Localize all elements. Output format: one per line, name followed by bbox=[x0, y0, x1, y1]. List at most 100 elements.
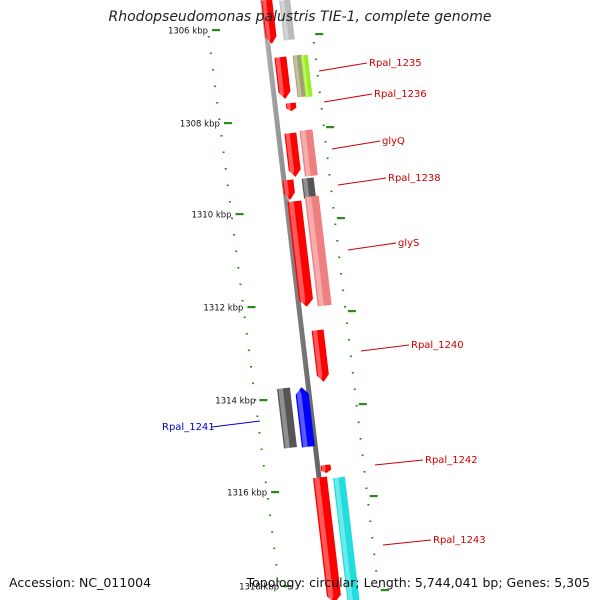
guide-dot bbox=[209, 52, 212, 55]
guide-dot bbox=[359, 438, 362, 440]
guide-dot bbox=[316, 75, 319, 77]
guide-dot bbox=[247, 349, 250, 352]
guide-dot bbox=[371, 537, 374, 539]
gene-label: Rpal_1238 bbox=[388, 173, 441, 184]
genome-summary-text: Topology: circular; Length: 5,744,041 bp… bbox=[246, 575, 590, 590]
guide-dot bbox=[277, 580, 280, 583]
tick-mark bbox=[326, 126, 335, 129]
gene-arrow bbox=[287, 200, 313, 308]
guide-dot bbox=[328, 174, 331, 176]
guide-dot bbox=[262, 465, 265, 467]
guide-dot bbox=[340, 273, 343, 275]
guide-dot bbox=[377, 586, 380, 589]
tick-mark bbox=[235, 213, 244, 216]
guide-dot bbox=[332, 207, 335, 209]
guide-dot bbox=[216, 102, 219, 104]
guide-dot bbox=[224, 168, 227, 170]
guide-dot bbox=[220, 135, 223, 137]
gene-arrow bbox=[333, 476, 360, 600]
accession-text: Accession: NC_011004 bbox=[9, 575, 152, 590]
label-leader-line bbox=[323, 93, 373, 103]
guide-dot bbox=[269, 514, 272, 517]
gene-arrow bbox=[300, 54, 313, 98]
gene-label: Rpal_1240 bbox=[411, 340, 464, 351]
tick-label: 1312 kbp bbox=[203, 304, 243, 314]
tick-mark bbox=[369, 495, 378, 498]
guide-dot bbox=[233, 234, 236, 236]
tick-mark bbox=[212, 29, 220, 32]
guide-dot bbox=[312, 42, 315, 44]
gene-labels: Rpal_1235 Rpal_1236 glyQ Rpal_1238 glyS Rpal_… bbox=[162, 58, 486, 546]
tick-mark bbox=[347, 310, 356, 313]
guide-dot bbox=[252, 382, 255, 385]
guide-dot bbox=[226, 184, 229, 187]
guide-dot bbox=[344, 306, 347, 308]
guide-dot bbox=[320, 108, 323, 110]
tick-mark bbox=[358, 403, 367, 406]
guide-dot bbox=[322, 124, 325, 127]
genome-backbone bbox=[260, 0, 336, 600]
gene-arrow bbox=[295, 387, 315, 448]
gene-arrow bbox=[276, 387, 297, 449]
gene-arrow bbox=[301, 177, 316, 199]
guide-dot bbox=[369, 520, 372, 523]
guide-dot bbox=[375, 570, 378, 572]
gene-arrow bbox=[274, 56, 291, 100]
gene-arrow bbox=[284, 132, 301, 178]
guide-dot bbox=[266, 498, 269, 500]
guide-dot bbox=[334, 223, 337, 226]
guide-dot bbox=[260, 448, 263, 451]
guide-dot bbox=[256, 415, 259, 418]
guide-dot bbox=[228, 201, 231, 203]
guide-dot bbox=[258, 432, 261, 434]
gene-label: Rpal_1241 bbox=[162, 422, 215, 433]
guide-dot bbox=[361, 454, 364, 457]
guide-dot bbox=[345, 322, 348, 325]
label-leader-line bbox=[347, 242, 397, 251]
guide-dot bbox=[349, 355, 352, 358]
guide-dot bbox=[367, 504, 370, 506]
guide-dot bbox=[207, 36, 210, 38]
gene-arrow bbox=[299, 129, 318, 177]
gene-arrow bbox=[261, 0, 277, 45]
guide-dot bbox=[243, 316, 246, 319]
guide-dot bbox=[254, 399, 257, 401]
tick-label: 1318 kbp bbox=[239, 583, 279, 593]
guide-dot bbox=[318, 91, 321, 94]
tick-label: 1310 kbp bbox=[191, 211, 231, 221]
guide-dot bbox=[211, 69, 214, 71]
guide-dot bbox=[241, 300, 244, 302]
guide-dot bbox=[271, 531, 274, 533]
guide-dot bbox=[336, 240, 339, 242]
tick-mark bbox=[271, 491, 280, 494]
map-title: Rhodopseudomonas palustris TIE-1, comple… bbox=[108, 9, 492, 25]
gene-arrow bbox=[311, 329, 329, 383]
guide-dot bbox=[338, 256, 341, 259]
label-leader-line bbox=[211, 420, 261, 428]
gene-arrow bbox=[279, 0, 295, 41]
guide-dot bbox=[330, 190, 333, 193]
guide-dot bbox=[231, 217, 233, 220]
tick-mark bbox=[223, 122, 232, 125]
gene-arrow bbox=[292, 54, 307, 98]
guide-dot bbox=[324, 141, 327, 143]
guide-dot bbox=[347, 339, 350, 341]
guide-dot bbox=[218, 118, 221, 121]
gene-arrow bbox=[304, 195, 332, 307]
gene-arrow bbox=[282, 179, 295, 201]
tick-mark bbox=[336, 217, 345, 220]
gene-arrow bbox=[285, 102, 297, 112]
gene-label: Rpal_1243 bbox=[433, 535, 486, 546]
guide-dot bbox=[237, 267, 240, 269]
guide-dot bbox=[326, 157, 329, 160]
guide-dot bbox=[373, 553, 376, 556]
guide-dot bbox=[357, 421, 360, 424]
tick-label: 1306 kbp bbox=[168, 27, 208, 37]
kbp-ticks: 1306 kbp 1308 kbp 1310 kbp 1312 kbp 1314 kbp… bbox=[168, 27, 389, 593]
gene-label: Rpal_1235 bbox=[369, 58, 422, 69]
label-leader-line bbox=[360, 344, 410, 352]
guide-dot bbox=[239, 283, 242, 286]
guide-dot bbox=[353, 388, 356, 391]
gene-features bbox=[261, 0, 360, 600]
